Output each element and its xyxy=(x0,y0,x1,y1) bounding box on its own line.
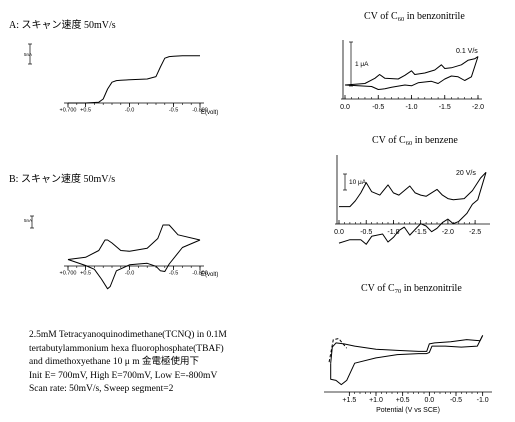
x-tick-label: -0.800 xyxy=(192,271,208,277)
experiment-notes: 2.5mM Tetracyanoquinodimethane(TCNQ) in … xyxy=(29,329,227,397)
series-0-line xyxy=(67,224,201,260)
chart-c70-benzonitrile: +1.5 +1.0 +0.5 0.0 -0.5 -1.0 Potential (V vs S… xyxy=(324,335,492,414)
c70-benzonitrile-title: CV of C70 in benzonitrile xyxy=(361,283,462,295)
series-0-line xyxy=(344,56,479,86)
x-tick-label: -1.0 xyxy=(477,397,489,404)
series-1-line xyxy=(67,239,201,290)
chart-c60-benzonitrile: 0.0 -0.5 -1.0 -1.5 -2.0 1 μA 0.1 V/s xyxy=(340,40,484,111)
x-axis-label: E(volt) xyxy=(201,110,218,116)
chart-c60-benzene: 0.0 -0.5 -1.0 -1.5 -2.0 -2.5 10 μA 20 V/s xyxy=(334,155,490,245)
x-tick-label: +1.0 xyxy=(369,397,383,404)
x-tick-label: -0.5 xyxy=(372,104,384,111)
note-line: tertabutylammonium hexa fluorophosphate(… xyxy=(29,343,224,354)
x-tick-label: -0.0 xyxy=(125,108,134,114)
chart-a-title: A: スキャン速度 50mV/s xyxy=(9,20,116,31)
series-0-line xyxy=(339,171,487,208)
x-tick-label: -2.5 xyxy=(469,229,481,236)
x-tick-label: +0.700 xyxy=(60,108,77,114)
note-line: Init E= 700mV, High E=700mV, Low E=-800m… xyxy=(29,370,218,381)
series-1-line xyxy=(330,335,484,364)
x-tick-label: +0.5 xyxy=(396,397,410,404)
series-0-line xyxy=(68,55,200,104)
x-tick-label: -2.0 xyxy=(472,104,484,111)
series-2-line xyxy=(328,338,348,363)
x-tick-label: -1.0 xyxy=(387,229,399,236)
x-tick-label: -2.0 xyxy=(442,229,454,236)
series-1-line xyxy=(338,172,487,245)
x-tick-label: 0.0 xyxy=(334,229,344,236)
x-tick-label: -0.5 xyxy=(169,108,178,114)
x-tick-label: 0.0 xyxy=(424,397,434,404)
note-line: Scan rate: 50mV/s, Sweep segment=2 xyxy=(29,384,174,395)
x-tick-label: +0.5 xyxy=(80,108,91,114)
c60-benzene-title: CV of C60 in benzene xyxy=(372,135,458,147)
x-axis-label: Potential (V vs SCE) xyxy=(376,407,440,414)
note-line: and dimethoxyethane 10 μ m 金電極使用下 xyxy=(29,357,199,368)
x-tick-label: -0.5 xyxy=(450,397,462,404)
x-axis-label: E(volt) xyxy=(201,272,218,278)
x-tick-label: -0.0 xyxy=(125,271,134,277)
x-tick-label: -1.5 xyxy=(415,229,427,236)
scan-rate-annotation: 0.1 V/s xyxy=(456,48,478,55)
x-tick-label: -0.5 xyxy=(169,271,178,277)
scale-bar-label: 5nA xyxy=(24,218,32,223)
x-tick-label: -0.5 xyxy=(360,229,372,236)
scan-rate-annotation: 20 V/s xyxy=(456,170,476,177)
series-0-line xyxy=(330,335,484,386)
note-line: 2.5mM Tetracyanoquinodimethane(TCNQ) in … xyxy=(29,330,227,340)
series-1-line xyxy=(344,56,479,90)
x-tick-label: -1.0 xyxy=(405,104,417,111)
x-tick-label: +0.5 xyxy=(80,271,91,277)
chart-b-title: B: スキャン速度 50mV/s xyxy=(9,174,116,185)
x-tick-label: -0.800 xyxy=(192,108,208,114)
x-tick-label: -1.5 xyxy=(439,104,451,111)
x-tick-label: +1.5 xyxy=(342,397,356,404)
x-tick-label: 0.0 xyxy=(340,104,350,111)
c60-benzonitrile-title: CV of C60 in benzonitrile xyxy=(364,11,465,23)
scale-bar-label: 10 μA xyxy=(349,179,367,186)
x-tick-label: +0.700 xyxy=(60,271,77,277)
scale-bar-label: 5nA xyxy=(24,52,32,57)
scale-bar-label: 1 μA xyxy=(355,61,369,68)
